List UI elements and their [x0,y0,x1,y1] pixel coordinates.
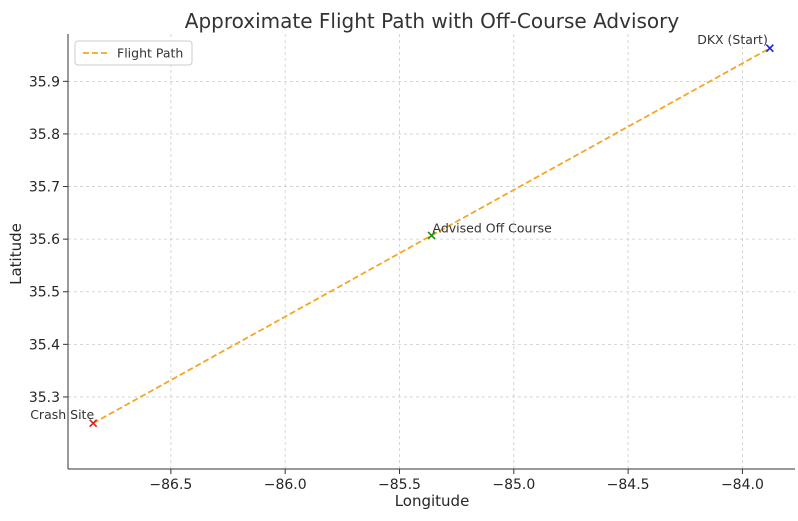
x-tick-label: −86.5 [149,477,192,493]
flight-path-line [92,47,771,425]
x-axis-title: Longitude [395,492,470,510]
x-tick-label: −86.0 [264,477,307,493]
x-tick-label: −85.5 [378,477,421,493]
y-tick-label: 35.7 [29,180,60,196]
point-label: Advised Off Course [433,220,553,235]
point-marker [89,419,98,428]
grid [68,34,795,469]
legend: Flight Path [74,40,193,66]
x-tick-label: −84.0 [721,477,764,493]
y-tick-label: 35.5 [29,285,60,301]
axes: −86.5 −86.0 −85.5 −85.0 −84.5 −84.0 35.3 35.4 35… [29,34,795,493]
y-axis-title: Latitude [7,223,25,285]
series [92,47,771,425]
chart-title: Approximate Flight Path with Off-Course … [185,9,680,33]
point-label: Crash Site [30,407,94,422]
y-tick-label: 35.8 [29,127,60,143]
legend-label: Flight Path [117,46,183,61]
point-marker [427,231,436,240]
point-label: DKX (Start) [697,32,768,47]
y-tick-label: 35.6 [29,232,60,248]
x-tick-label: −84.5 [607,477,650,493]
y-tick-label: 35.9 [29,74,60,90]
y-tick-label: 35.4 [29,337,60,353]
points: DKX (Start) Advised Off Course Crash Site [30,32,774,428]
point-marker [765,44,774,53]
x-tick-label: −85.0 [492,477,535,493]
legend-box [74,40,193,66]
y-tick-label: 35.3 [29,390,60,406]
